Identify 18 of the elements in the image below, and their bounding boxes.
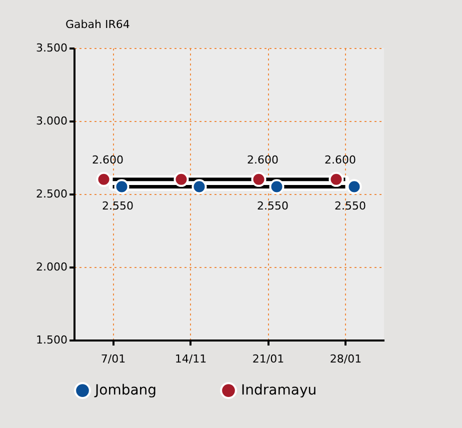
data-label: 2.600 [247, 153, 278, 166]
y-tick-label: 3.500 [36, 42, 68, 54]
x-tick-label: 21/01 [252, 352, 284, 366]
x-tick-label: 7/01 [100, 352, 126, 366]
y-tick-label: 1.500 [36, 334, 68, 346]
x-tick-label: 14/11 [174, 352, 207, 366]
legend-label: Indramayu [241, 382, 317, 399]
data-label: 2.550 [102, 200, 134, 213]
y-tick-label: 2.000 [36, 260, 68, 274]
legend-label: Jombang [94, 382, 157, 399]
y-tick-label: 2.500 [36, 188, 68, 200]
data-label: 2.600 [324, 153, 356, 166]
data-label: 2.550 [334, 200, 366, 213]
y-tick-label: 3.000 [36, 114, 68, 128]
data-label: 2.550 [257, 200, 288, 213]
data-label: 2.600 [92, 153, 124, 166]
x-tick-label: 28/01 [330, 352, 362, 366]
chart-title: Gabah IR64 [66, 18, 130, 31]
